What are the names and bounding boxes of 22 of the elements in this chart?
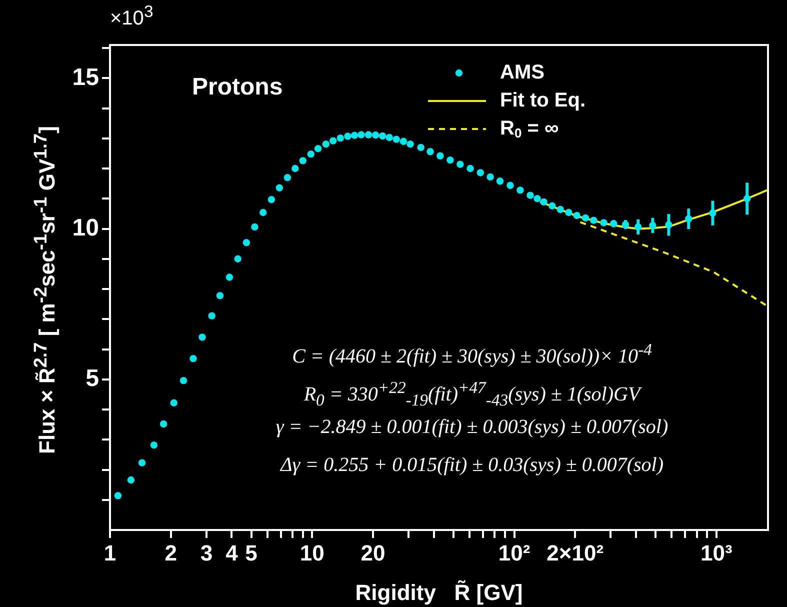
x-tick-label: 5 bbox=[245, 540, 258, 566]
x-tick-label: 10³ bbox=[700, 540, 732, 566]
x-tick-label: 2 bbox=[164, 540, 177, 566]
text: Protons bbox=[192, 74, 283, 101]
annotation: Δγ = 0.255 + 0.015(fit) ± 0.03(sys) ± 0.007(sol) bbox=[280, 454, 664, 477]
x-tick-label: 20 bbox=[360, 540, 386, 566]
x-tick-label: 10² bbox=[498, 540, 530, 566]
y-tick-label: 5 bbox=[86, 365, 99, 392]
annotation: C = (4460 ± 2(fit) ± 30(sys) ± 30(sol))× 10$^{-4}$ bbox=[292, 340, 652, 369]
x-tick-label: 4 bbox=[226, 540, 239, 566]
legend-label: AMS bbox=[500, 62, 544, 84]
x-tick-label: 3 bbox=[200, 540, 213, 566]
text: R$_{0}$ = 330$^{+22}$$_{-19}$(fit)$^{+47}$$_{-43}$(sys) ± 1(sol)GV bbox=[304, 378, 640, 410]
x-tick-label: 10 bbox=[300, 540, 324, 566]
legend-label: Fit to Eq. bbox=[500, 90, 586, 112]
y-tick-label: 15 bbox=[72, 64, 99, 91]
x-tick-label: 1 bbox=[104, 540, 116, 566]
x-tick-label: 2×10² bbox=[546, 540, 604, 566]
x-axis-title: Rigidity R̃ [GV] bbox=[355, 580, 523, 605]
annotation: γ = −2.849 ± 0.001(fit) ± 0.003(sys) ± 0.007(sol) bbox=[276, 416, 668, 439]
y-tick-label: 10 bbox=[72, 214, 99, 242]
text: ×10$^{3}$ bbox=[110, 2, 154, 31]
